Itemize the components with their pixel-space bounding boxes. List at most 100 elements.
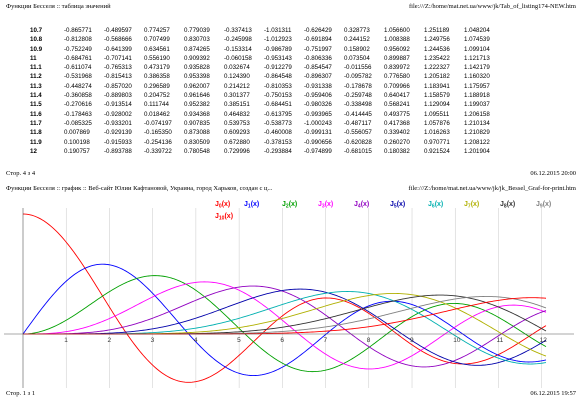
table-row: 11.9 0.100198 -0.915933 -0.254136 0.830509 0.…: [30, 138, 504, 147]
bottom-page-title: Функции Бесселя :: график :: Веб-сайт Юл…: [6, 185, 273, 192]
bottom-page-header: Функции Бесселя :: график :: Веб-сайт Юл…: [6, 185, 576, 193]
bessel-value-cell: 1.008388: [384, 36, 410, 44]
bessel-value-cell: 0.729996: [224, 147, 250, 155]
bessel-value-cell: -0.810353: [264, 82, 292, 90]
bessel-value-cell: -0.929139: [104, 129, 132, 137]
bessel-value-cell: 1.129094: [424, 101, 450, 109]
x-tick-label: 7: [324, 337, 328, 344]
series-line: [23, 288, 547, 366]
bessel-value-cell: -0.993965: [304, 110, 332, 118]
x-value-cell: 11: [30, 54, 37, 62]
bessel-value-cell: 0.970771: [424, 138, 450, 146]
bessel-value-cell: 0.339402: [384, 129, 410, 137]
legend-entry: J6(x): [428, 201, 443, 210]
bessel-value-cell: 0.909392: [184, 54, 210, 62]
bessel-value-cell: -0.864548: [264, 73, 292, 81]
bessel-value-cell: 1.121713: [464, 54, 490, 62]
bessel-value-cell: 1.201904: [464, 147, 490, 155]
bessel-value-cell: 0.707499: [144, 36, 170, 44]
bessel-value-cell: 0.111744: [144, 101, 169, 109]
chart-axes: 1 2 3 4 5 6 7 8 9 10 11 12: [4, 208, 574, 388]
bessel-value-cell: 1.222327: [424, 64, 450, 72]
bessel-value-cell: 0.464832: [224, 110, 250, 118]
bessel-value-cell: -0.414445: [344, 110, 372, 118]
bessel-value-cell: 0.672880: [224, 138, 250, 146]
top-page-date: 06.12.2015 20:00: [530, 170, 576, 177]
x-value-cell: 11.2: [30, 73, 42, 81]
legend-entry: J4(x): [354, 201, 369, 210]
bottom-page-date: 06.12.2015 19:57: [530, 390, 576, 397]
bessel-value-cell: 1.210134: [464, 119, 490, 127]
bessel-value-cell: -0.538773: [264, 119, 292, 127]
x-tick-label: 2: [107, 337, 111, 344]
bessel-value-cell: 0.640417: [384, 92, 410, 100]
bessel-value-cell: 1.235422: [424, 54, 450, 62]
bessel-value-cell: 0.301377: [224, 92, 250, 100]
bessel-value-cell: -0.448274: [64, 82, 92, 90]
bessel-value-cell: 1.142179: [464, 64, 490, 72]
legend-entry: J9(x): [536, 201, 551, 210]
bessel-value-cell: -0.339722: [144, 147, 172, 155]
bessel-value-cell: -1.012923: [264, 36, 292, 44]
bessel-value-cell: -0.684451: [264, 101, 292, 109]
bessel-value-cell: -1.000243: [304, 119, 332, 127]
bessel-value-cell: -0.815413: [104, 73, 132, 81]
x-value-cell: 11.3: [30, 82, 42, 90]
x-value-cell: 11.7: [30, 119, 42, 127]
bessel-value-cell: 1.183941: [424, 82, 450, 90]
bessel-value-cell: -0.085325: [64, 119, 92, 127]
bessel-value-cell: 0.953398: [184, 73, 210, 81]
bessel-value-cell: 0.386358: [144, 73, 170, 81]
bessel-value-cell: 0.899887: [384, 54, 410, 62]
bessel-value-cell: -0.750153: [264, 92, 292, 100]
bessel-value-cell: -0.913514: [104, 101, 132, 109]
bessel-value-cell: -0.531968: [64, 73, 92, 81]
bessel-value-cell: -0.986789: [264, 45, 292, 53]
bessel-value-cell: 0.296589: [144, 82, 170, 90]
bessel-value-cell: -0.893788: [104, 147, 132, 155]
table-row: 11.5 -0.270616 -0.913514 0.111744 0.952382 0.…: [30, 100, 504, 109]
bessel-value-cell: -0.641399: [104, 45, 132, 53]
table-row: 11.4 -0.360858 -0.889803 0.204752 0.961646 0.…: [30, 91, 504, 100]
bessel-value-cell: -0.259748: [344, 92, 372, 100]
table-row: 11.2 -0.531968 -0.815413 0.386358 0.953398 0.…: [30, 72, 504, 81]
bessel-value-cell: -0.178463: [64, 110, 92, 118]
bessel-value-cell: 0.634561: [144, 45, 170, 53]
bessel-value-cell: -0.990656: [304, 138, 332, 146]
bessel-value-cell: -0.765313: [104, 64, 132, 72]
bessel-value-cell: 0.018462: [144, 110, 170, 118]
legend-entry: J2(x): [282, 201, 297, 210]
x-value-cell: 10.9: [30, 45, 43, 53]
series-line: [22, 263, 547, 376]
bessel-value-cell: 0.921524: [424, 147, 450, 155]
bessel-value-cell: -0.684761: [64, 54, 92, 62]
bessel-value-cell: 0.830509: [184, 138, 210, 146]
bessel-value-cell: -0.959406: [304, 92, 332, 100]
bessel-value-cell: 0.180382: [384, 147, 410, 155]
x-tick-label: 12: [540, 337, 548, 344]
x-value-cell: 10.8: [30, 36, 43, 44]
bessel-value-cell: 0.007869: [64, 129, 90, 137]
bessel-value-cell: 1.210829: [464, 129, 490, 137]
bessel-value-cell: 0.709966: [384, 82, 410, 90]
bessel-value-cell: 1.199037: [464, 101, 490, 109]
bessel-value-cell: 1.056600: [384, 27, 410, 34]
bessel-value-cell: 0.032674: [224, 64, 250, 72]
bessel-value-cell: 0.779039: [184, 27, 210, 34]
table-row: 10.9 -0.752249 -0.641399 0.634561 0.874265 -0…: [30, 45, 504, 54]
x-value-cell: 11.5: [30, 101, 42, 109]
table-row: 11.7 -0.085325 -0.933201 -0.074197 0.907835 0…: [30, 119, 504, 128]
top-page-footer: Стор. 4 з 4 06.12.2015 20:00: [6, 170, 576, 178]
bessel-value-cell: 0.568241: [384, 101, 410, 109]
chart-curves: [22, 213, 547, 383]
bessel-value-cell: 0.190757: [64, 147, 90, 155]
bessel-value-cell: -0.153314: [224, 45, 252, 53]
bessel-value-cell: 0.774257: [144, 27, 170, 34]
bessel-value-cell: 0.556190: [144, 54, 170, 62]
bessel-value-cell: 1.158579: [424, 92, 450, 100]
bessel-value-cell: -0.751997: [304, 45, 332, 53]
bessel-value-cell: 1.205182: [424, 73, 450, 81]
bessel-value-cell: -1.031311: [264, 27, 292, 34]
bessel-value-cell: 0.956092: [384, 45, 410, 53]
bessel-value-cell: -0.270616: [64, 101, 92, 109]
